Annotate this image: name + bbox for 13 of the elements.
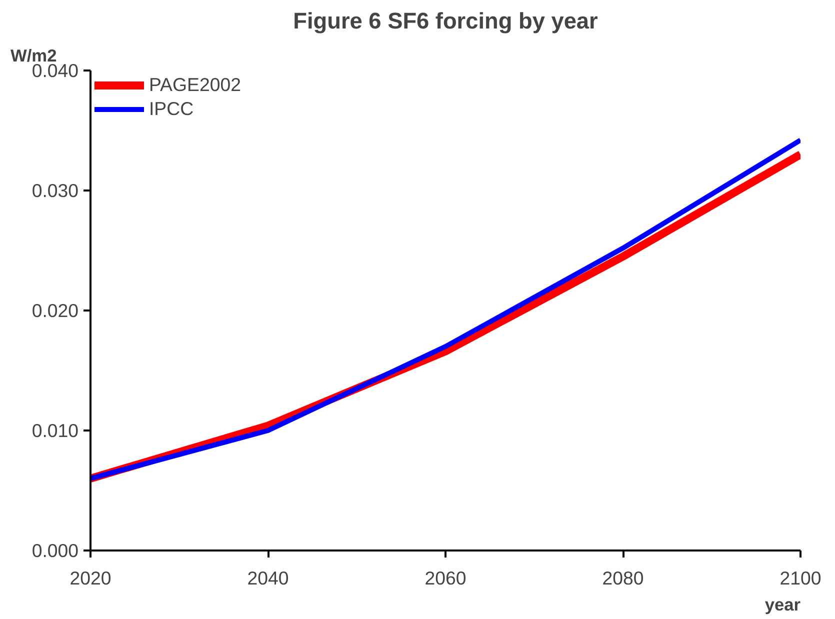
chart-title: Figure 6 SF6 forcing by year bbox=[293, 8, 598, 34]
y-tick-label: 0.010 bbox=[32, 420, 78, 441]
y-tick-label: 0.030 bbox=[32, 180, 78, 201]
x-tick-label: 2080 bbox=[602, 568, 644, 588]
x-tick-label: 2020 bbox=[70, 568, 112, 588]
x-tick-label: 2100 bbox=[780, 568, 822, 588]
x-tick-label: 2060 bbox=[424, 568, 466, 588]
y-tick-label: 0.000 bbox=[32, 540, 78, 561]
legend-label: PAGE2002 bbox=[149, 74, 241, 96]
y-tick-label: 0.020 bbox=[32, 300, 78, 321]
x-tick-label: 2040 bbox=[247, 568, 289, 588]
legend-label: IPCC bbox=[149, 98, 194, 120]
x-axis-title: year bbox=[764, 594, 801, 614]
